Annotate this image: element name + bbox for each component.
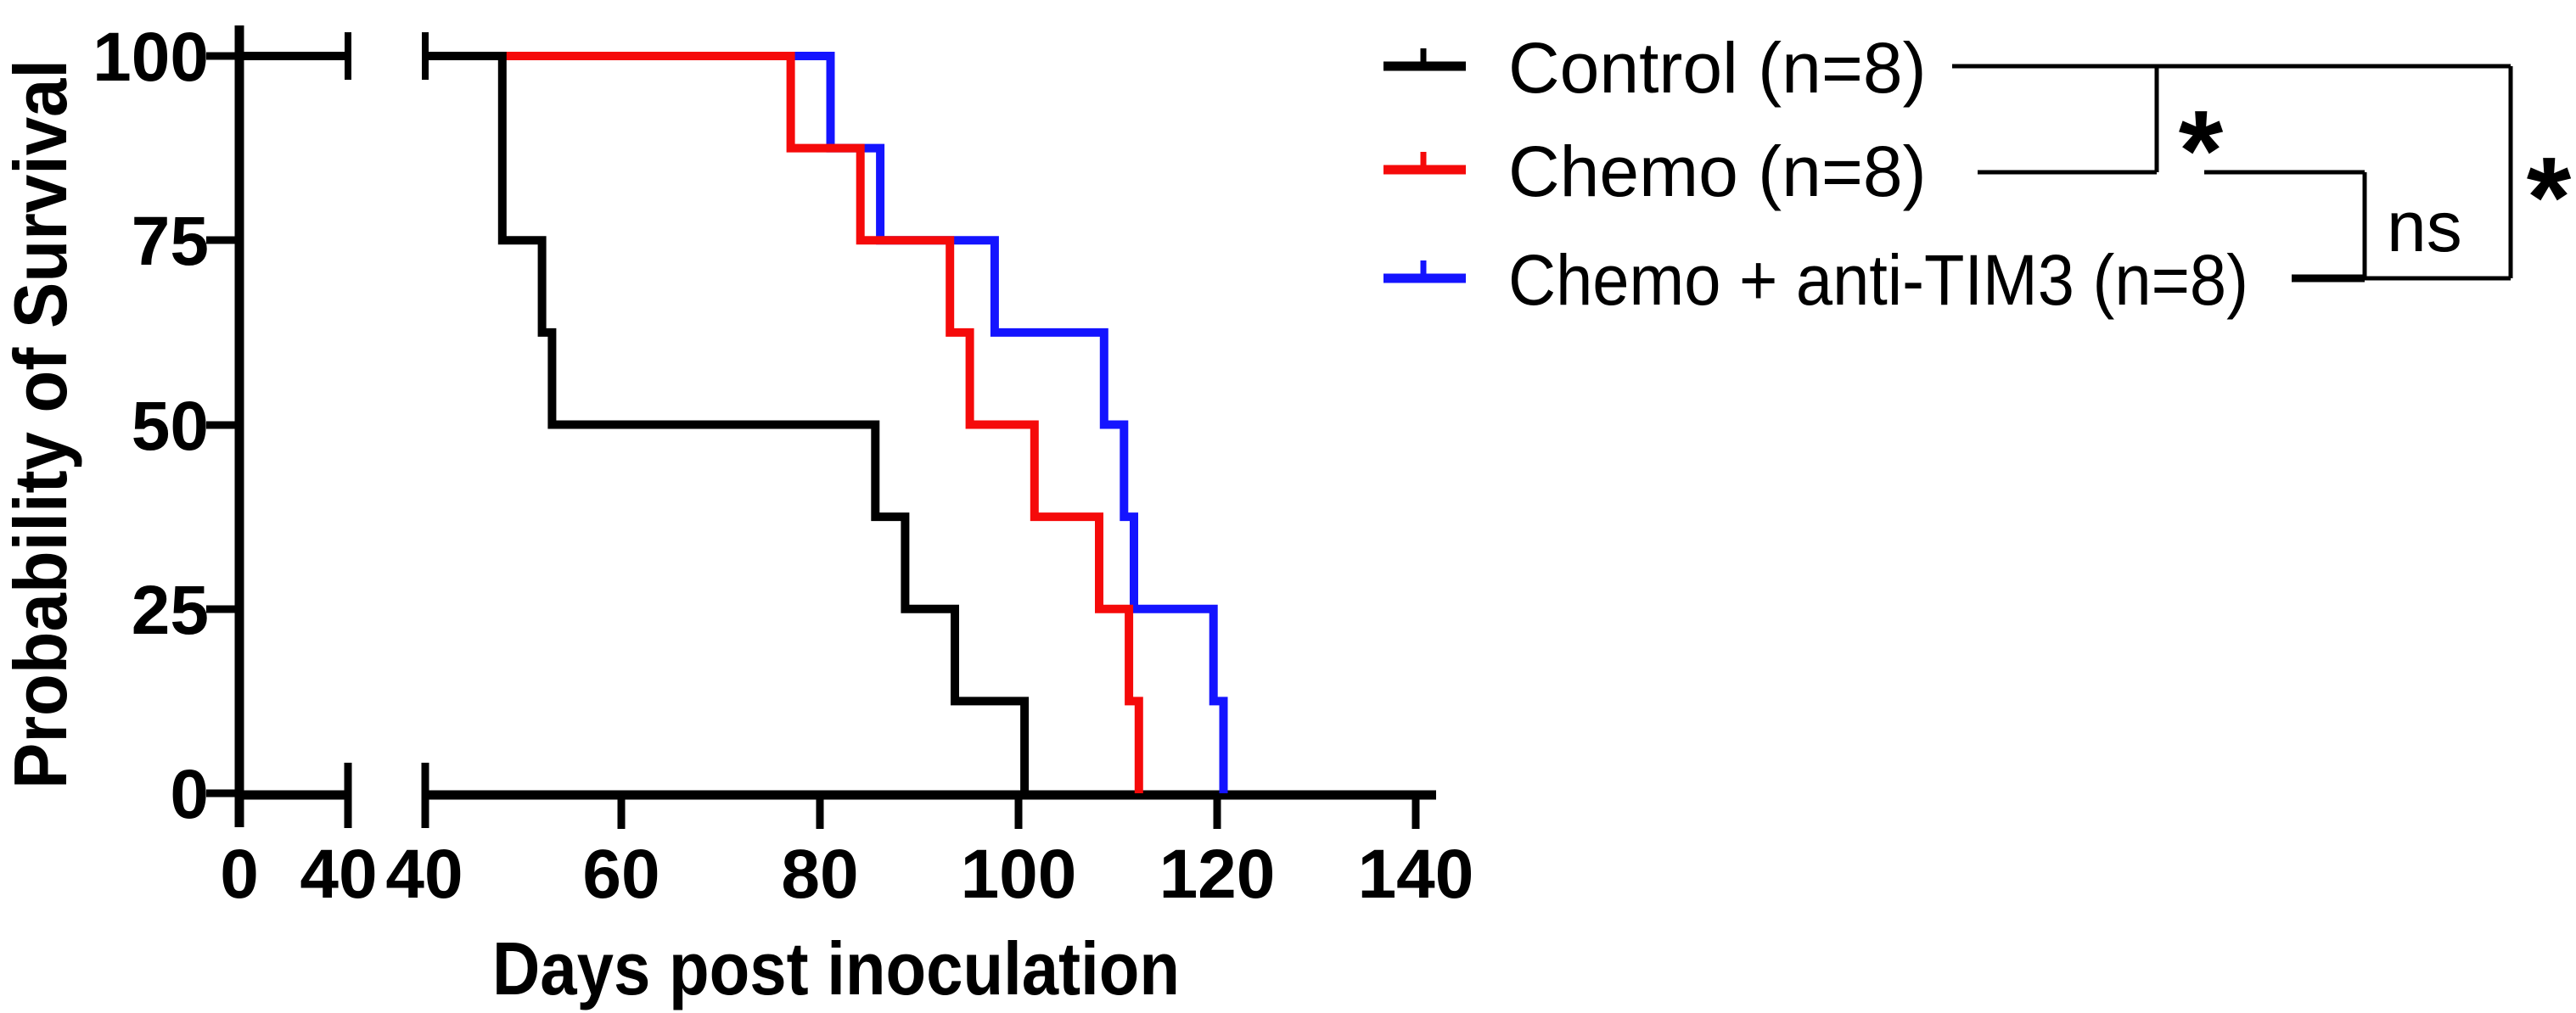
x-axis	[239, 763, 1436, 829]
curves	[241, 32, 1228, 793]
x-axis-title: Days post inoculation	[492, 926, 1180, 1010]
x-tick-label-40b: 40	[385, 836, 463, 913]
curve-control	[423, 52, 1030, 793]
x-tick-label-60: 60	[582, 836, 659, 913]
legend-label-control: Control (n=8)	[1508, 28, 1927, 108]
y-tick-label-0: 0	[170, 756, 209, 833]
x-tick-label-140: 140	[1358, 836, 1474, 913]
sig-ns-chemo-tim3: ns	[2387, 187, 2462, 266]
x-tick-label-40a: 40	[300, 836, 377, 913]
y-tick-label-75: 75	[132, 203, 209, 280]
significance-brackets	[1952, 64, 2513, 283]
y-axis	[206, 25, 244, 827]
legend-item-chemo-anti-tim3: Chemo + anti-TIM3 (n=8)	[1383, 240, 2248, 320]
legend-label-chemo: Chemo (n=8)	[1508, 132, 1927, 211]
sig-star-control-chemo: *	[2179, 87, 2224, 215]
legend: Control (n=8) Chemo (n=8) Chemo + anti-T…	[1383, 28, 2248, 320]
x-tick-labels: 0 40 40 60 80 100 120 140	[220, 836, 1473, 913]
y-tick-label-25: 25	[132, 572, 209, 649]
x-tick-label-80: 80	[781, 836, 858, 913]
curve-chemo	[423, 52, 1143, 793]
legend-label-chemo-anti-tim3: Chemo + anti-TIM3 (n=8)	[1508, 240, 2248, 320]
x-tick-label-0: 0	[220, 836, 259, 913]
legend-item-chemo: Chemo (n=8)	[1383, 132, 1927, 211]
sig-star-control-tim3: *	[2527, 133, 2572, 261]
legend-item-control: Control (n=8)	[1383, 28, 1927, 108]
x-tick-label-120: 120	[1159, 836, 1276, 913]
y-tick-labels: 100 75 50 25 0	[93, 19, 209, 833]
y-axis-title: Probability of Survival	[0, 59, 82, 789]
y-tick-label-100: 100	[93, 19, 209, 96]
y-tick-label-50: 50	[132, 388, 209, 465]
x-tick-label-100: 100	[961, 836, 1077, 913]
